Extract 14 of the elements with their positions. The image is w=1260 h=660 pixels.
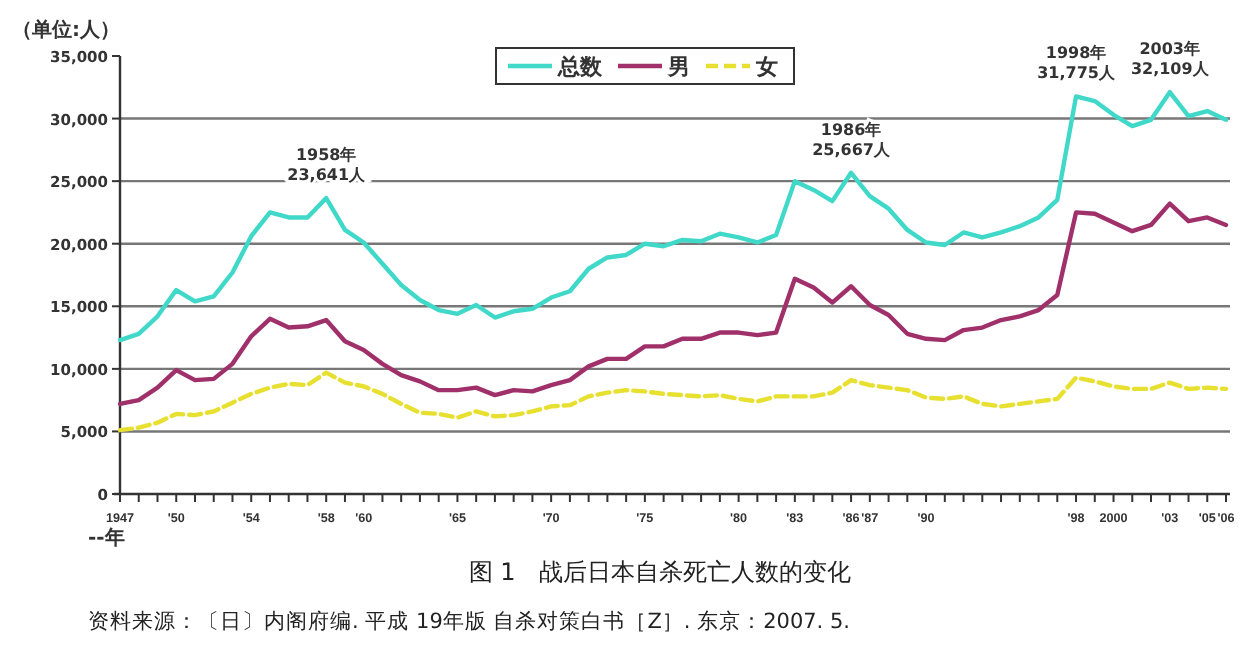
text: 资料来源：〔日〕内阁府编. 平成 19年版 自杀对策白书［Z］. 东京：2007. 5.	[88, 608, 850, 634]
annotation: 2003年 32,109人	[1130, 40, 1211, 79]
line-series	[117, 370, 1229, 433]
annotation: 1986年 25,667人	[812, 120, 892, 159]
annotation: 1998年 31,775人	[1037, 44, 1117, 83]
legend-label: 总数	[556, 54, 604, 80]
legend-label: 男	[666, 54, 690, 80]
legend-label: 女	[754, 54, 778, 80]
x-axis-title: --年	[88, 526, 125, 550]
y-axis-title: （单位:人）	[12, 18, 120, 42]
annotation: 1958年 23,641人	[287, 146, 368, 185]
line-series	[117, 89, 1229, 343]
text: 图 1 战后日本自杀死亡人数的变化	[468, 558, 852, 586]
line-series	[117, 201, 1229, 407]
